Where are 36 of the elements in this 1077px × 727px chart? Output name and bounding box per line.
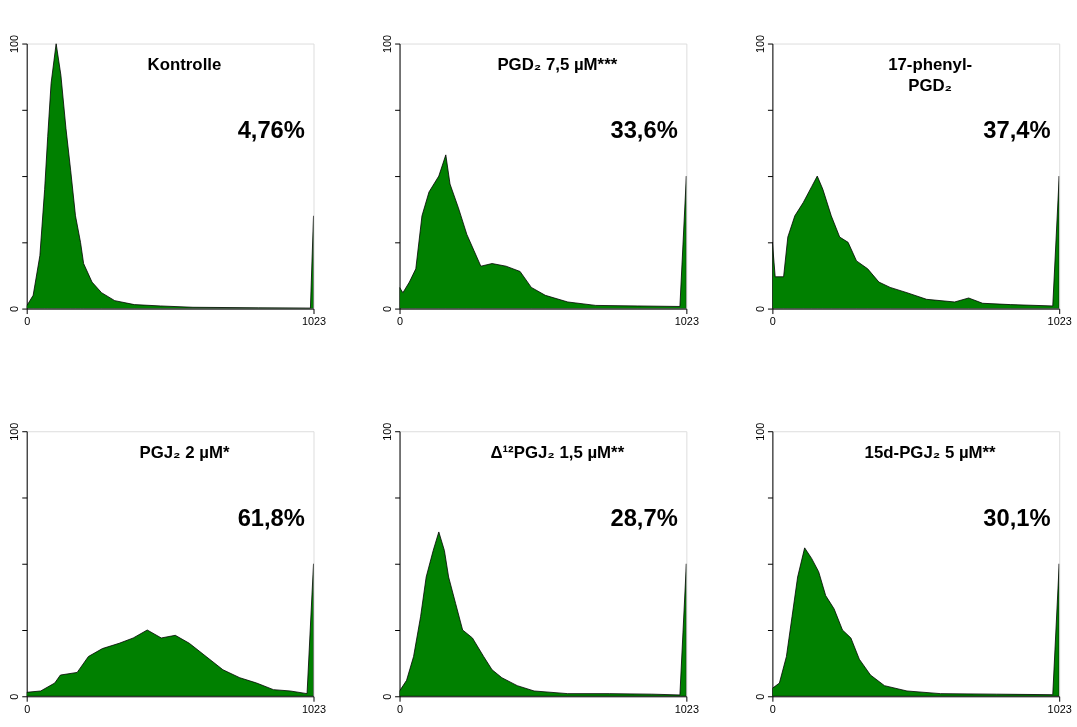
x-tick-label: 0 [769, 702, 776, 715]
y-tick-label: 0 [8, 693, 21, 700]
y-tick-label: 100 [8, 34, 21, 54]
x-tick-label: 1023 [301, 702, 327, 715]
y-tick-label: 100 [753, 422, 766, 441]
x-tick-label: 1023 [1047, 702, 1072, 715]
y-tick-label: 0 [753, 306, 766, 313]
x-tick-label: 0 [397, 702, 404, 715]
x-tick-label: 0 [24, 702, 31, 715]
x-tick-label: 1023 [674, 314, 699, 327]
x-tick-label: 0 [24, 314, 31, 327]
y-tick-label: 100 [8, 422, 21, 441]
annotation: 33,6% [610, 116, 678, 143]
x-tick-label: 1023 [301, 314, 327, 327]
y-tick-label: 100 [381, 422, 394, 441]
x-tick-label: 1023 [1047, 314, 1072, 327]
text: 15d-PGJ₂ 5 µM** [864, 442, 997, 462]
y-tick-label: 100 [753, 34, 766, 54]
x-tick-label: 1023 [674, 702, 699, 715]
y-tick-label: 0 [381, 306, 394, 313]
annotation: 30,1% [983, 504, 1051, 531]
y-tick-label: 100 [381, 34, 394, 54]
annotation: 4,76% [237, 116, 305, 143]
text: Kontrolle [147, 55, 222, 75]
y-tick-label: 0 [8, 306, 21, 313]
text: PGJ₂ 2 µM* [139, 442, 230, 462]
text: Δ¹²PGJ₂ 1,5 µM** [490, 442, 625, 462]
y-tick-label: 0 [753, 693, 766, 700]
text: 17-phenyl- PGD₂ [888, 55, 973, 96]
annotation: 61,8% [237, 504, 305, 531]
x-tick-label: 0 [769, 314, 776, 327]
annotation: 37,4% [983, 116, 1051, 143]
x-tick-label: 0 [397, 314, 404, 327]
y-tick-label: 0 [381, 693, 394, 700]
text: PGD₂ 7,5 µM*** [497, 55, 618, 75]
annotation: 28,7% [610, 504, 678, 531]
